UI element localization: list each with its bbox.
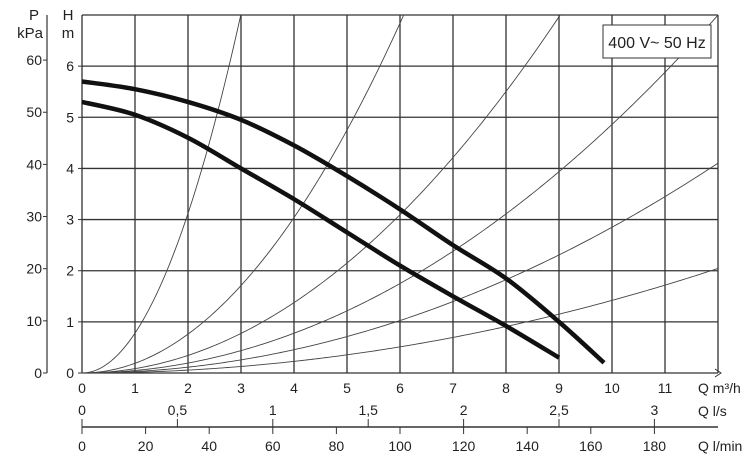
x-tick-label-m3h: 8 [502,380,510,396]
system-curve [81,14,405,374]
x-tick-label-ls: 1,5 [358,402,378,418]
y-tick-label-p: 50 [26,104,42,120]
x-tick-label-lmin: 20 [138,438,154,454]
y-tick-label-p: 10 [26,313,42,329]
x-tick-label-ls: 2,5 [549,402,569,418]
x-tick-label-ls: 1 [269,402,277,418]
x-tick-label-lmin: 180 [643,438,667,454]
y-tick-label-h: 6 [66,58,74,74]
x-tick-label-m3h: 2 [184,380,192,396]
x-tick-label-lmin: 120 [452,438,476,454]
x-tick-label-m3h: 0 [78,380,86,396]
system-curves [81,14,719,374]
y-axis-unit-kpa: kPa [17,25,44,42]
x-axis-label-ls: Q l/s [698,403,727,419]
grid [81,14,719,374]
pump-curves [81,79,606,365]
y-tick-label-h: 1 [66,314,74,330]
x-tick-label-ls: 0,5 [168,402,188,418]
x-tick-label-m3h: 6 [396,380,404,396]
x-axis-label-lmin: Q l/min [698,438,742,454]
x-tick-label-lmin: 140 [516,438,540,454]
y-tick-label-h: 2 [66,263,74,279]
y-tick-label-h: 0 [66,365,74,381]
x-tick-label-m3h: 7 [449,380,457,396]
y-tick-label-p: 60 [26,52,42,68]
system-curve [81,267,719,374]
x-tick-label-lmin: 60 [265,438,281,454]
x-tick-label-m3h: 4 [290,380,298,396]
x-tick-label-ls: 0 [78,402,86,418]
x-axis-label-m3h: Q m³/h [698,380,741,396]
pump-curve-1 [81,79,606,365]
pump-curve-2 [81,99,561,360]
x-tick-label-lmin: 160 [579,438,603,454]
x-tick-label-m3h: 10 [604,380,620,396]
system-curve [81,14,561,374]
y-axis-unit-m: m [62,25,75,42]
system-curve [81,14,719,374]
y-tick-label-p: 30 [26,209,42,225]
y-axis-label-h: H [63,7,74,24]
y-tick-label-h: 4 [66,160,74,176]
voltage-annotation-box: 400 V~ 50 Hz [602,24,712,59]
x-axis-arrow [714,368,722,378]
x-tick-label-lmin: 80 [329,438,345,454]
y-tick-label-p: 40 [26,156,42,172]
y-tick-label-p: 20 [26,261,42,277]
x-tick-label-lmin: 40 [201,438,217,454]
x-tick-label-ls: 3 [651,402,659,418]
x-tick-label-lmin: 100 [388,438,412,454]
y-tick-label-h: 3 [66,212,74,228]
x-tick-label-m3h: 3 [237,380,245,396]
x-tick-label-ls: 2 [460,402,468,418]
x-tick-label-m3h: 11 [658,380,673,396]
x-tick-label-m3h: 5 [343,380,351,396]
voltage-annotation: 400 V~ 50 Hz [608,35,705,52]
system-curve [81,162,719,374]
x-tick-label-m3h: 1 [131,380,139,396]
x-tick-label-m3h: 9 [555,380,563,396]
system-curve [81,14,242,374]
y-tick-label-h: 5 [66,109,74,125]
y-tick-label-p: 0 [34,365,42,381]
y-axis-label-p: P [29,7,39,24]
x-tick-label-lmin: 0 [78,438,86,454]
